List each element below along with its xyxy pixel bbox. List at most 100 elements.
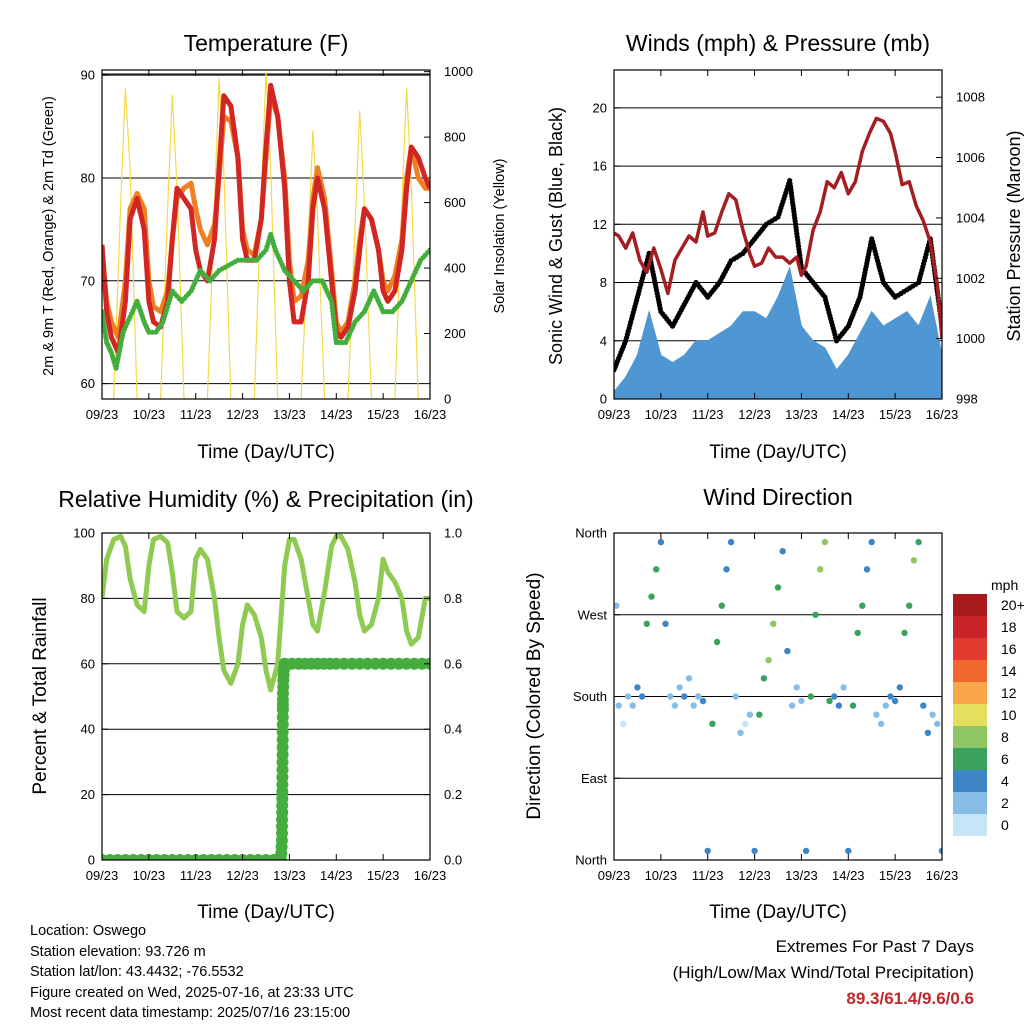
- wind-speed-legend-swatch: [953, 682, 987, 704]
- wind-speed-legend-swatch: [953, 660, 987, 682]
- wind-direction-ytick-label: North: [575, 526, 607, 541]
- wind-direction-point: [624, 693, 632, 700]
- wind-direction-xtick-label: 10/23: [645, 868, 678, 883]
- humidity-ytick-label: 20: [81, 787, 95, 802]
- wind-direction-point: [924, 729, 932, 736]
- wind-direction-point: [727, 538, 735, 546]
- winds-ytick-label: 4: [600, 333, 607, 348]
- humidity-xtick-label: 10/23: [133, 868, 166, 883]
- humidity-ytick-right-label: 0.4: [444, 722, 462, 737]
- winds-ylabel-right: Station Pressure (Maroon): [1004, 130, 1024, 341]
- wind-direction-point: [920, 702, 927, 709]
- wind-speed-legend-label: 6: [1001, 751, 1009, 767]
- wind-speed-legend-label: 10: [1001, 707, 1017, 723]
- wind-direction-point: [863, 566, 871, 573]
- wind-direction-title: Wind Direction: [703, 484, 853, 510]
- winds-ytick-label: 16: [593, 159, 607, 174]
- wind-direction-point: [788, 702, 796, 709]
- temperature-xtick-label: 09/23: [86, 407, 119, 422]
- winds-ytick-label: 12: [593, 217, 607, 232]
- wind-speed-legend-label: 20+: [1001, 597, 1024, 613]
- wind-direction-point: [896, 684, 903, 691]
- humidity-ytick-right-label: 0.2: [444, 787, 462, 802]
- winds-station-pressure-line: [614, 116, 942, 339]
- wind-direction-point: [882, 702, 889, 709]
- temperature-title: Temperature (F): [184, 30, 349, 56]
- extremes-title: Extremes For Past 7 Days: [775, 937, 974, 956]
- temperature-series-group: [102, 71, 430, 399]
- wind-direction-point: [723, 566, 730, 573]
- temperature-xtick-label: 15/23: [367, 407, 400, 422]
- wind-direction-point: [709, 720, 716, 727]
- wind-direction-point: [770, 620, 777, 627]
- humidity-ytick-label: 40: [81, 722, 95, 737]
- extremes-values: 89.3/61.4/9.6/0.6: [846, 989, 974, 1008]
- wind-direction-point: [615, 702, 622, 709]
- temperature-xtick-label: 12/23: [226, 407, 259, 422]
- wind-direction-point: [620, 720, 627, 727]
- winds-xlabel: Time (Day/UTC): [709, 442, 847, 463]
- wind-direction-point: [826, 697, 833, 705]
- wind-speed-legend-swatch: [953, 704, 987, 726]
- wind-speed-legend-swatch: [953, 638, 987, 660]
- humidity-ytick-label: 80: [81, 591, 95, 606]
- temperature-ytick-label: 80: [81, 170, 95, 185]
- wind-direction-point: [648, 593, 655, 600]
- wind-direction-ytick-label: West: [578, 607, 608, 622]
- wind-direction-xtick-label: 11/23: [692, 868, 724, 883]
- temperature-ytick-right-label: 600: [444, 195, 466, 210]
- extremes-block: Extremes For Past 7 Days (High/Low/Max W…: [673, 934, 974, 1012]
- wind-direction-point: [845, 847, 852, 855]
- wind-direction-point: [831, 693, 838, 700]
- temperature-xtick-label: 13/23: [273, 407, 306, 422]
- station-latlon: Station lat/lon: 43.4432; -76.5532: [30, 964, 244, 980]
- figure-created: Figure created on Wed, 2025-07-16, at 23…: [30, 984, 354, 1001]
- temperature-2m-td-point: [427, 247, 430, 253]
- temperature-ytick-label: 70: [81, 273, 95, 288]
- wind-direction-point: [868, 538, 875, 546]
- wind-direction-point: [699, 697, 707, 705]
- winds-xtick-label: 11/23: [692, 407, 724, 422]
- wind-speed-legend-swatch: [953, 748, 987, 770]
- wind-direction-point: [713, 638, 721, 646]
- wind-direction-point: [718, 602, 725, 609]
- wind-speed-legend-label: 12: [1001, 685, 1017, 701]
- wind-direction-point: [774, 584, 782, 591]
- temperature-xtick-label: 11/23: [180, 407, 212, 422]
- wind-direction-point: [681, 693, 688, 700]
- temperature-plot: 09/23 10/23 11/23 12/23 13/23 14/23 15/23 16/23…: [81, 64, 473, 422]
- wind-direction-point: [854, 629, 861, 637]
- wind-direction-xtick-label: 15/23: [879, 868, 912, 883]
- temperature-ytick-right-label: 0: [444, 392, 451, 407]
- wind-direction-point: [732, 693, 739, 700]
- winds-ytick-right-label: 1002: [956, 271, 985, 286]
- wind-direction-point: [737, 729, 744, 736]
- winds-xtick-label: 14/23: [832, 407, 865, 422]
- wind-direction-point: [929, 711, 936, 718]
- temperature-solar-insolation-line: [102, 71, 430, 399]
- wind-direction-point: [873, 711, 880, 718]
- wind-direction-point: [887, 693, 894, 700]
- humidity-ytick-label: 100: [73, 526, 95, 541]
- wind-direction-point: [910, 557, 918, 564]
- wind-direction-point: [629, 702, 636, 709]
- plot-layer: 09/23 10/23 11/23 12/23 13/23 14/23 15/23 16/23…: [73, 64, 1024, 883]
- winds-panel: Winds (mph) & Pressure (mb) Time (Day/UT…: [546, 30, 1024, 463]
- winds-title: Winds (mph) & Pressure (mb): [626, 30, 930, 56]
- wind-direction-point: [835, 702, 843, 709]
- wind-direction-xtick-label: 16/23: [926, 868, 959, 883]
- temperature-xtick-label: 10/23: [133, 407, 166, 422]
- wind-direction-point: [756, 711, 763, 718]
- wind-direction-point: [779, 548, 786, 555]
- wind-direction-point: [662, 620, 669, 627]
- wind-direction-point: [695, 693, 702, 700]
- wind-direction-point: [877, 720, 885, 727]
- humidity-relative-humidity-line: [102, 533, 430, 693]
- wind-speed-legend-label: 2: [1001, 795, 1009, 811]
- humidity-ytick-label: 0: [88, 853, 95, 868]
- humidity-xlabel: Time (Day/UTC): [197, 902, 335, 923]
- humidity-ytick-right-label: 0.8: [444, 591, 462, 606]
- wind-speed-legend-label: 18: [1001, 619, 1017, 635]
- wind-direction-point: [859, 602, 866, 609]
- wind-direction-point: [807, 693, 814, 700]
